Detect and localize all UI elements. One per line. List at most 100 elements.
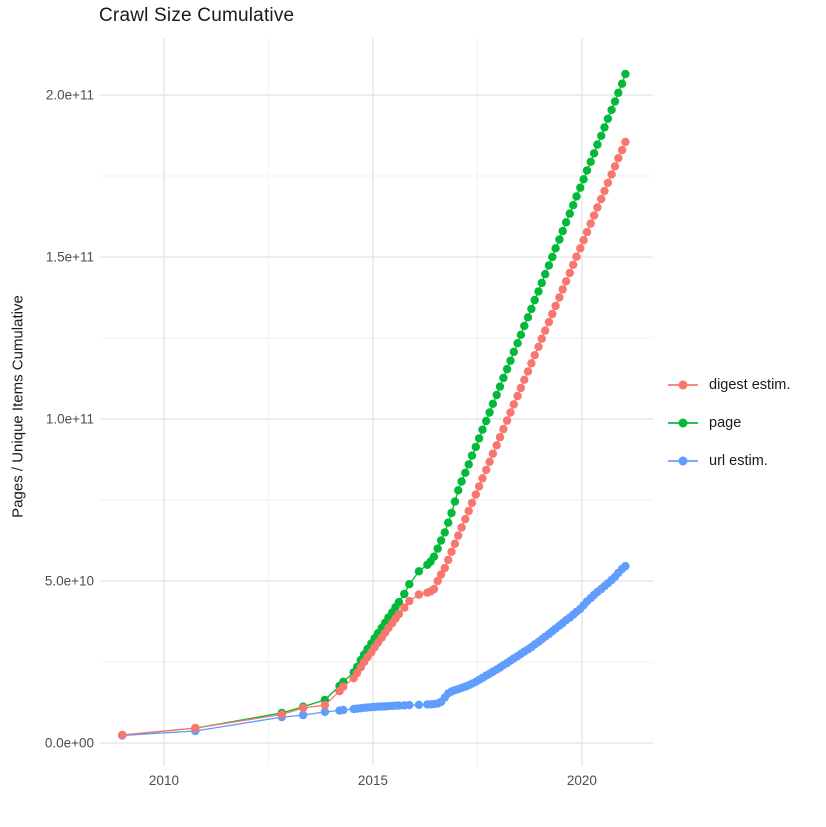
y-axis-tick-label: 2.0e+11 <box>46 88 94 103</box>
data-point-page <box>610 97 620 106</box>
data-point-page <box>555 235 564 244</box>
data-point-page <box>461 468 470 477</box>
data-point-digest-estim <box>527 359 536 368</box>
data-point-digest-estim <box>555 293 564 302</box>
data-point-page <box>447 508 456 518</box>
y-axis-tick-label: 1.5e+11 <box>46 250 94 265</box>
data-point-digest-estim <box>320 700 330 710</box>
data-point-page <box>527 304 536 314</box>
data-point-digest-estim <box>600 186 609 196</box>
data-point-digest-estim <box>339 682 348 691</box>
data-point-url-estim <box>298 710 308 720</box>
data-point-digest-estim <box>447 547 456 556</box>
legend-label-url-estim: url estim. <box>709 453 768 469</box>
data-point-page <box>495 382 505 391</box>
data-point-digest-estim <box>414 590 424 599</box>
data-point-page <box>603 114 613 123</box>
data-point-page <box>478 425 487 434</box>
data-point-digest-estim <box>610 162 620 171</box>
data-point-digest-estim <box>488 449 498 458</box>
data-point-page <box>454 486 463 495</box>
data-point-page <box>561 218 571 227</box>
data-point-digest-estim <box>118 730 127 740</box>
data-point-digest-estim <box>440 563 449 573</box>
legend-key-page-icon <box>668 417 698 429</box>
data-point-page <box>436 536 446 545</box>
data-point-page <box>405 580 414 589</box>
data-point-page <box>492 390 501 400</box>
data-point-page <box>429 552 439 561</box>
data-point-digest-estim <box>482 465 491 475</box>
data-point-digest-estim <box>582 227 592 237</box>
data-point-digest-estim <box>405 596 414 606</box>
data-point-digest-estim <box>394 609 404 619</box>
data-point-page <box>548 252 557 262</box>
data-point-digest-estim <box>614 154 623 163</box>
data-point-digest-estim <box>530 351 539 360</box>
y-axis-tick-label: 1.0e+11 <box>46 412 94 427</box>
data-point-digest-estim <box>450 539 460 548</box>
data-point-page <box>516 330 526 339</box>
data-point-page <box>485 408 494 417</box>
data-point-page <box>600 123 609 132</box>
data-point-digest-estim <box>579 236 588 245</box>
data-point-page <box>534 287 543 296</box>
data-point-digest-estim <box>467 498 477 508</box>
data-point-digest-estim <box>502 416 512 425</box>
y-axis-title: Pages / Unique Items Cumulative <box>9 295 27 518</box>
data-point-digest-estim <box>534 342 543 351</box>
data-point-page <box>541 270 550 279</box>
data-point-page <box>482 416 491 426</box>
data-point-page <box>572 192 581 201</box>
data-point-page <box>544 261 554 270</box>
data-point-digest-estim <box>485 457 494 466</box>
data-point-digest-estim <box>444 555 453 565</box>
data-point-digest-estim <box>537 334 546 343</box>
data-point-page <box>565 209 574 218</box>
data-point-page <box>488 399 498 408</box>
data-point-page <box>607 105 616 115</box>
data-point-page <box>621 69 630 79</box>
data-point-page <box>400 589 409 599</box>
data-point-page <box>523 313 533 322</box>
data-point-page <box>579 175 588 184</box>
data-point-digest-estim <box>551 301 560 311</box>
data-point-digest-estim <box>565 268 574 278</box>
chart-title: Crawl Size Cumulative <box>99 5 295 26</box>
data-point-digest-estim <box>457 523 466 532</box>
data-point-page <box>520 321 529 331</box>
data-point-page <box>614 88 623 98</box>
data-point-digest-estim <box>589 211 599 220</box>
data-point-digest-estim <box>516 383 526 393</box>
data-point-digest-estim <box>509 400 518 409</box>
data-point-digest-estim <box>520 375 529 384</box>
data-point-digest-estim <box>277 710 286 719</box>
data-point-page <box>450 497 460 506</box>
data-point-page <box>474 434 484 443</box>
data-point-page <box>617 79 627 88</box>
data-point-page <box>551 244 560 253</box>
data-point-page <box>569 201 578 210</box>
data-point-page <box>444 518 453 527</box>
data-point-url-estim <box>621 561 630 571</box>
data-point-digest-estim <box>544 317 554 327</box>
data-point-digest-estim <box>436 570 446 579</box>
x-axis-tick-label: 2020 <box>567 773 597 788</box>
data-point-page <box>414 567 424 576</box>
data-point-url-estim <box>339 705 348 715</box>
data-point-page <box>589 149 599 158</box>
data-point-page <box>457 477 466 486</box>
data-point-url-estim <box>405 700 414 710</box>
data-point-digest-estim <box>474 482 484 491</box>
data-point-digest-estim <box>461 514 470 524</box>
data-point-page <box>433 544 442 553</box>
data-point-digest-estim <box>603 178 613 187</box>
data-point-page <box>440 528 449 537</box>
data-point-digest-estim <box>561 277 571 286</box>
data-point-digest-estim <box>621 137 630 147</box>
data-point-page <box>537 278 546 288</box>
data-point-digest-estim <box>572 252 581 261</box>
data-point-page <box>576 183 585 192</box>
